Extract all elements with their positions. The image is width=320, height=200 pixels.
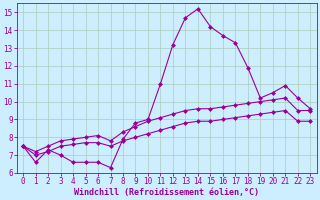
X-axis label: Windchill (Refroidissement éolien,°C): Windchill (Refroidissement éolien,°C) (74, 188, 259, 197)
